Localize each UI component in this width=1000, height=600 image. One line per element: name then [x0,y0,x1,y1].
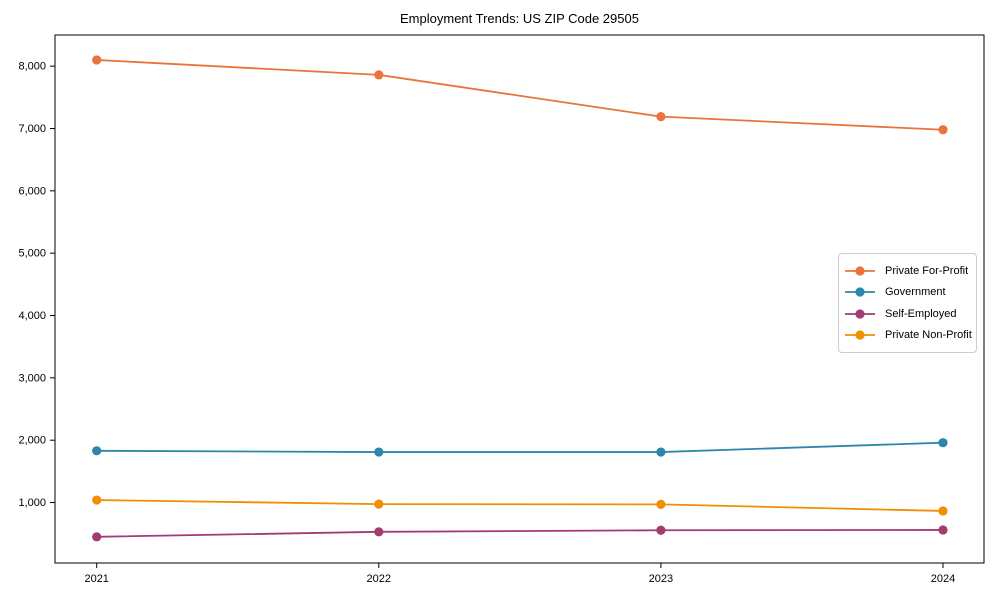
x-tick-label: 2022 [367,573,391,585]
data-point-self-employed-2024 [938,525,948,535]
legend-label: Private Non-Profit [885,329,972,342]
data-point-private-non-profit-2021 [92,495,102,505]
data-point-private-for-profit-2022 [374,70,384,80]
legend-item: Self-Employed [844,303,968,325]
y-tick-label: 7,000 [18,123,46,135]
y-tick-label: 4,000 [18,310,46,322]
legend-line-marker-icon [845,330,875,340]
legend-label: Self-Employed [885,307,957,320]
data-point-self-employed-2023 [656,525,666,535]
legend-item: Government [844,282,968,304]
legend-item: Private For-Profit [844,260,968,282]
legend-label: Government [885,286,946,299]
y-tick-label: 8,000 [18,61,46,73]
data-point-government-2022 [374,447,384,457]
legend: Private For-Profit Government Self-Employe… [838,253,977,353]
x-tick-label: 2023 [649,573,673,585]
data-point-government-2021 [92,446,102,456]
y-tick-label: 2,000 [18,435,46,447]
data-point-government-2024 [938,438,948,448]
y-tick-label: 6,000 [18,185,46,197]
legend-dot [855,309,865,319]
series-line-private-non-profit [96,499,944,512]
data-point-private-for-profit-2021 [92,55,102,65]
series-line-private-for-profit [96,59,944,131]
data-point-private-non-profit-2024 [938,506,948,516]
data-point-private-non-profit-2023 [656,499,666,510]
series-line-self-employed [96,529,944,538]
legend-line-marker-icon [845,309,875,319]
legend-dot [855,266,865,276]
data-point-self-employed-2022 [374,527,384,537]
data-point-private-for-profit-2023 [656,112,666,122]
legend-item: Private Non-Profit [844,325,972,347]
legend-dot [855,330,865,340]
series-line-government [96,441,944,453]
y-tick-label: 5,000 [18,248,46,260]
legend-line-marker-icon [845,266,875,276]
legend-line-marker-icon [845,287,875,297]
data-point-private-non-profit-2022 [374,499,384,509]
x-tick-label: 2024 [931,573,955,585]
data-point-government-2023 [656,447,666,457]
data-point-self-employed-2021 [92,532,102,542]
legend-label: Private For-Profit [885,264,969,277]
x-tick-label: 2021 [84,573,108,585]
y-tick-label: 1,000 [18,497,46,509]
y-tick-label: 3,000 [18,372,46,384]
plot-frame [54,34,985,564]
chart-title: Employment Trends: US ZIP Code 29505 [400,11,639,26]
legend-dot [855,287,865,297]
data-point-private-for-profit-2024 [938,125,948,135]
